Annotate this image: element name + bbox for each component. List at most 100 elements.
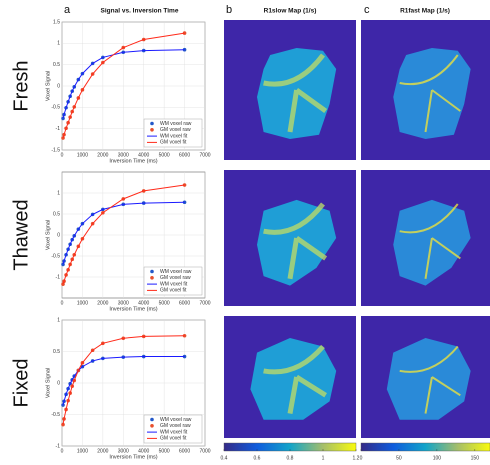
colorbar-tick-label: 50 [396, 455, 402, 461]
y-tick-label: 0.5 [53, 349, 60, 355]
legend-label: WM voxel fit [160, 133, 188, 139]
tissue [250, 337, 337, 420]
white-matter [263, 344, 327, 415]
y-tick-label: 0.5 [53, 62, 60, 68]
x-tick-label: 2000 [97, 152, 108, 158]
y-tick-label: -1 [56, 274, 61, 280]
x-tick-label: 6000 [179, 300, 190, 306]
fit-line [62, 49, 185, 119]
white-matter [263, 53, 328, 133]
fit-line [62, 335, 185, 425]
legend-label: WM voxel raw [160, 269, 192, 275]
x-tick-label: 0 [61, 300, 64, 306]
legend-label: GM voxel fit [160, 436, 187, 442]
colorbar-tick-label: 1.2 [353, 455, 360, 461]
colorbar-tick-label: 0.8 [287, 455, 294, 461]
legend-label: WM voxel fit [160, 429, 188, 435]
legend-label: GM voxel fit [160, 140, 187, 146]
x-tick-label: 4000 [138, 152, 149, 158]
x-tick-label: 5000 [159, 152, 170, 158]
chart-title: Signal vs. Inversion Time [101, 8, 179, 15]
x-tick-label: 1000 [77, 448, 88, 454]
legend-swatch [150, 417, 154, 422]
white-matter [399, 203, 461, 279]
legend-swatch [150, 128, 154, 132]
panel-letter: a [64, 4, 71, 16]
x-axis-label: Inversion Time (ms) [109, 306, 157, 312]
panel-letter: b [226, 4, 232, 16]
colorbar-tick-label: 150 [471, 455, 480, 461]
x-tick-label: 3000 [118, 152, 129, 158]
colorbar-tick-label: 100 [433, 455, 442, 461]
fit-line [62, 184, 185, 285]
y-tick-label: 0.5 [53, 211, 60, 217]
y-tick-label: 1 [57, 190, 60, 196]
legend-label: GM voxel raw [160, 423, 191, 429]
legend-swatch [150, 269, 154, 274]
panel-letter: c [364, 4, 370, 16]
colorbar-tick-label: 1 [322, 455, 325, 461]
x-tick-label: 5000 [159, 300, 170, 306]
fit-line [62, 201, 185, 265]
y-axis-label: Voxel Signal [45, 368, 51, 398]
white-matter [263, 202, 328, 280]
map-title: R1slow Map (1/s) [264, 8, 317, 15]
x-axis-label: Inversion Time (ms) [109, 454, 157, 460]
colorbar-tick-label: 0.4 [221, 455, 228, 461]
legend-label: GM voxel raw [160, 275, 191, 281]
x-tick-label: 4000 [138, 448, 149, 454]
y-axis-label: Voxel Signal [45, 220, 51, 250]
fit-line [62, 32, 185, 139]
colorbar-tick-label: 0 [360, 455, 363, 461]
y-tick-label: 1 [57, 317, 60, 323]
x-tick-label: 1000 [77, 300, 88, 306]
y-tick-label: 1 [57, 41, 60, 47]
colorbar-tick-label: 0.6 [254, 455, 261, 461]
x-tick-label: 0 [61, 152, 64, 158]
map-title: R1fast Map (1/s) [400, 8, 450, 15]
x-axis-label: Inversion Time (ms) [109, 158, 157, 164]
fit-line [62, 356, 185, 406]
legend-label: WM voxel raw [160, 121, 192, 127]
white-matter [399, 345, 461, 414]
y-tick-label: -1 [56, 126, 61, 132]
x-tick-label: 3000 [118, 300, 129, 306]
row-label: Fresh [10, 60, 32, 111]
data-point [61, 422, 65, 427]
legend-label: WM voxel fit [160, 281, 188, 287]
colorbar [360, 442, 490, 452]
legend-label: GM voxel raw [160, 127, 191, 133]
legend-swatch [150, 276, 154, 280]
y-axis-label: Voxel Signal [45, 71, 51, 101]
white-matter [399, 54, 461, 133]
legend-swatch [150, 121, 154, 126]
legend-swatch [150, 424, 154, 428]
row-label: Thawed [10, 199, 32, 270]
x-tick-label: 5000 [159, 448, 170, 454]
x-tick-label: 0 [61, 448, 64, 454]
x-tick-label: 7000 [199, 448, 210, 454]
y-tick-label: 0 [57, 83, 60, 89]
x-tick-label: 1000 [77, 152, 88, 158]
x-tick-label: 6000 [179, 448, 190, 454]
legend-label: WM voxel raw [160, 417, 192, 423]
data-point [61, 262, 65, 267]
row-label: Fixed [10, 359, 32, 408]
tissue [386, 337, 471, 420]
y-tick-label: 0 [57, 380, 60, 386]
legend-label: GM voxel fit [160, 288, 187, 294]
x-tick-label: 6000 [179, 152, 190, 158]
y-tick-label: -1 [56, 443, 61, 449]
y-tick-label: -0.5 [51, 105, 60, 111]
x-tick-label: 3000 [118, 448, 129, 454]
x-tick-label: 7000 [199, 300, 210, 306]
y-tick-label: 1.5 [53, 19, 60, 25]
x-tick-label: 4000 [138, 300, 149, 306]
y-tick-label: -0.5 [51, 412, 60, 418]
y-tick-label: -0.5 [51, 253, 60, 259]
x-tick-label: 7000 [199, 152, 210, 158]
y-tick-label: -1.5 [51, 147, 60, 153]
x-tick-label: 2000 [97, 300, 108, 306]
